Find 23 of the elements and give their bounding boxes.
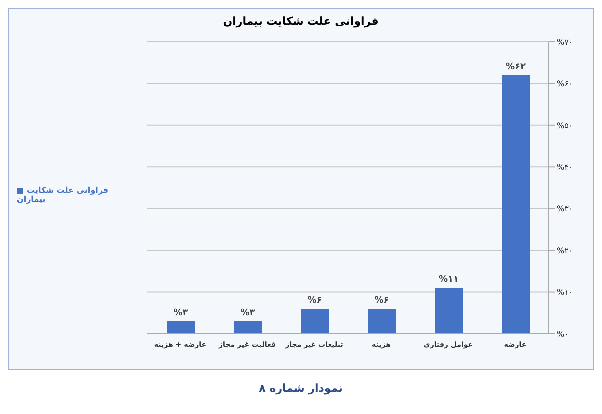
data-label: %۱۱	[438, 275, 460, 286]
chart-title: فراوانی علت شکایت بیماران	[222, 15, 380, 28]
bar	[502, 75, 530, 334]
text: نمودار شماره ۸	[258, 382, 344, 395]
y-tick-label: %۳۰	[557, 204, 574, 214]
legend-label: فراوانی علت شکایت بیماران	[17, 186, 109, 204]
y-tick-label: %۷۰	[557, 38, 574, 47]
bar	[234, 321, 262, 334]
data-label: %۶۲	[506, 62, 527, 72]
y-tick-label: %۶۰	[557, 80, 574, 89]
bar	[167, 321, 195, 334]
data-label: %۳	[240, 308, 256, 318]
data-label: %۳	[174, 308, 189, 318]
y-tick-label: %۱۰	[557, 288, 574, 298]
bar	[435, 288, 463, 334]
data-label: %۶	[308, 296, 322, 306]
y-tick-label: %۰	[557, 330, 569, 339]
data-label: %۶	[374, 296, 390, 306]
bar	[301, 308, 329, 334]
y-tick-label: %۲۰	[557, 246, 574, 256]
y-tick-label: %۴۰	[557, 162, 574, 172]
bar	[368, 308, 396, 334]
y-tick-label: %۵۰	[557, 121, 574, 130]
